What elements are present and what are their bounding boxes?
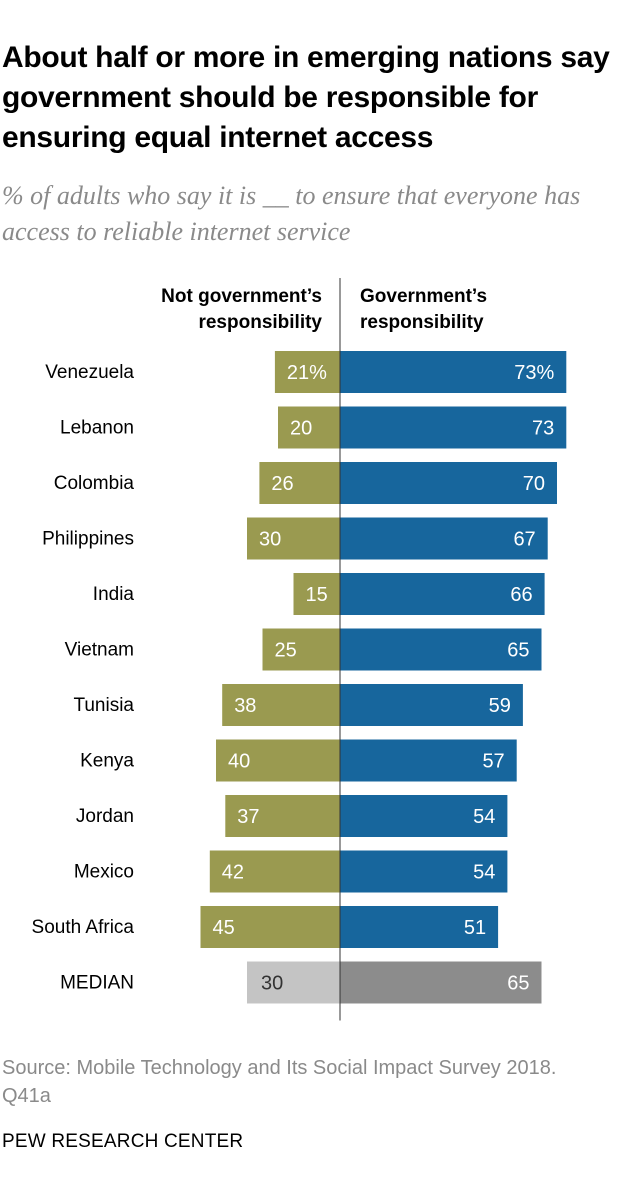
labels-group: 21% 73% Venezuela 20 73 Lebanon 26 70 Colombia 30… (32, 362, 555, 995)
value-label-responsibility: 70 (523, 473, 545, 495)
source-note: Source: Mobile Technology and Its Social… (2, 1057, 557, 1107)
bar-responsibility (340, 573, 545, 615)
value-label-responsibility: 54 (473, 806, 495, 828)
bar-responsibility (340, 739, 517, 782)
diverging-bar-chart: Not government’s responsibility Government… (32, 278, 567, 1021)
brand-name: PEW RESEARCH CENTER (2, 1131, 244, 1152)
category-label: India (93, 584, 135, 605)
bar-not-responsibility (262, 628, 340, 671)
bar-responsibility (340, 906, 499, 948)
series-headers: Not government’s responsibility Government… (161, 286, 487, 333)
value-label-not-responsibility: 21% (287, 362, 327, 384)
bar-not-responsibility (274, 351, 340, 393)
value-label-responsibility: 65 (507, 973, 529, 995)
value-label-responsibility: 73 (532, 418, 554, 440)
bar-responsibility (340, 684, 523, 726)
value-label-not-responsibility: 15 (306, 584, 328, 606)
bar-responsibility (340, 462, 557, 504)
value-label-responsibility: 67 (513, 529, 535, 551)
header-not-responsibility-line1: Not government’s (161, 286, 322, 307)
value-label-not-responsibility: 25 (275, 640, 297, 662)
value-label-not-responsibility: 45 (213, 917, 235, 939)
category-label: Colombia (54, 473, 135, 494)
bar-responsibility (340, 961, 542, 1004)
bars-group (200, 278, 567, 1021)
category-label: Mexico (74, 862, 134, 883)
category-label: Philippines (42, 529, 134, 550)
value-label-responsibility: 51 (464, 917, 486, 939)
header-not-responsibility-line2: responsibility (198, 312, 322, 333)
category-label: Venezuela (45, 362, 134, 383)
bar-not-responsibility (216, 739, 340, 782)
chart-title: About half or more in emerging nations s… (2, 41, 610, 154)
value-label-not-responsibility: 30 (261, 973, 283, 995)
value-label-not-responsibility: 30 (259, 529, 281, 551)
bar-responsibility (340, 351, 567, 393)
bar-responsibility (340, 628, 542, 671)
value-label-responsibility: 66 (510, 584, 532, 606)
bar-responsibility (340, 406, 567, 449)
bar-not-responsibility (222, 684, 340, 726)
category-label: Lebanon (60, 418, 134, 439)
value-label-responsibility: 59 (489, 695, 511, 717)
value-label-responsibility: 54 (473, 862, 495, 884)
category-label: Jordan (76, 806, 134, 827)
header-responsibility-line2: responsibility (360, 312, 484, 333)
chart-subtitle: % of adults who say it is __ to ensure t… (2, 181, 581, 246)
value-label-responsibility: 57 (482, 751, 504, 773)
category-label: Kenya (80, 751, 134, 772)
header-responsibility-line1: Government’s (360, 286, 487, 307)
bar-not-responsibility (278, 406, 340, 449)
category-label: Tunisia (73, 695, 134, 716)
category-label: South Africa (32, 917, 135, 938)
value-label-not-responsibility: 40 (228, 751, 250, 773)
value-label-not-responsibility: 37 (237, 806, 259, 828)
value-label-not-responsibility: 26 (271, 473, 293, 495)
bar-not-responsibility (225, 795, 340, 837)
bar-not-responsibility (293, 573, 340, 615)
bar-not-responsibility (247, 517, 340, 560)
value-label-not-responsibility: 38 (234, 695, 256, 717)
category-label-median: MEDIAN (60, 973, 134, 994)
bar-responsibility (340, 795, 508, 837)
bar-responsibility (340, 517, 548, 560)
category-label: Vietnam (65, 640, 134, 661)
bar-not-responsibility (209, 850, 340, 893)
value-label-responsibility: 65 (507, 640, 529, 662)
value-label-responsibility: 73% (514, 362, 554, 384)
bar-not-responsibility (259, 462, 340, 504)
bar-responsibility (340, 850, 508, 893)
bar-not-responsibility (200, 906, 340, 948)
value-label-not-responsibility: 42 (222, 862, 244, 884)
value-label-not-responsibility: 20 (290, 418, 312, 440)
bar-not-responsibility (247, 961, 340, 1004)
